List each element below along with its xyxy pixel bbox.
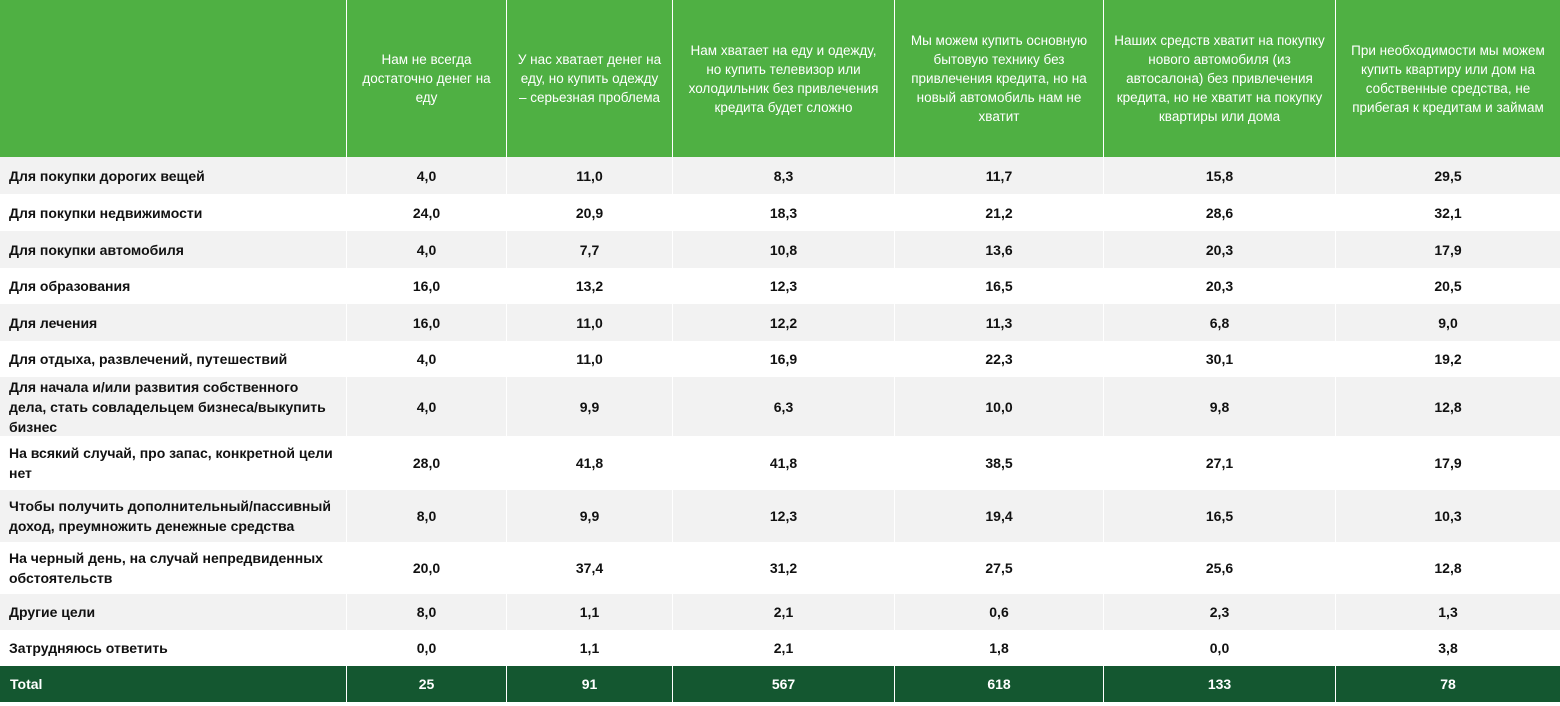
table-cell: 16,9 <box>673 341 895 377</box>
table-cell: 15,8 <box>1104 157 1336 194</box>
row-label: Для покупки автомобиля <box>0 231 347 268</box>
table-cell: 16,0 <box>347 304 507 341</box>
row-label: На черный день, на случай непредвиденных… <box>0 542 347 594</box>
total-cell: 78 <box>1336 666 1560 702</box>
table-cell: 7,7 <box>507 231 673 268</box>
table-cell: 8,0 <box>347 594 507 630</box>
table-cell: 30,1 <box>1104 341 1336 377</box>
table-cell: 10,3 <box>1336 490 1560 542</box>
table-cell: 11,7 <box>895 157 1104 194</box>
table-cell: 1,1 <box>507 630 673 666</box>
table-cell: 10,0 <box>895 377 1104 436</box>
table-cell: 20,3 <box>1104 268 1336 304</box>
table-cell: 9,9 <box>507 377 673 436</box>
table-cell: 16,5 <box>895 268 1104 304</box>
table-cell: 4,0 <box>347 157 507 194</box>
table-cell: 12,8 <box>1336 377 1560 436</box>
table-cell: 22,3 <box>895 341 1104 377</box>
row-label: Для лечения <box>0 304 347 341</box>
row-label: Для покупки недвижимости <box>0 194 347 231</box>
table-cell: 11,0 <box>507 157 673 194</box>
column-header: Мы можем купить основную бытовую технику… <box>895 0 1104 157</box>
table-cell: 18,3 <box>673 194 895 231</box>
table-cell: 9,8 <box>1104 377 1336 436</box>
table-cell: 19,2 <box>1336 341 1560 377</box>
row-label: Для начала и/или развития собственного д… <box>0 377 347 436</box>
table-cell: 0,6 <box>895 594 1104 630</box>
total-cell: 133 <box>1104 666 1336 702</box>
table-cell: 27,5 <box>895 542 1104 594</box>
table-cell: 28,0 <box>347 436 507 490</box>
column-header: Наших средств хватит на покупку нового а… <box>1104 0 1336 157</box>
table-cell: 12,8 <box>1336 542 1560 594</box>
table-cell: 13,2 <box>507 268 673 304</box>
table-cell: 20,3 <box>1104 231 1336 268</box>
table-cell: 8,3 <box>673 157 895 194</box>
row-label: Другие цели <box>0 594 347 630</box>
table-cell: 6,3 <box>673 377 895 436</box>
column-header: Нам хватает на еду и одежду, но купить т… <box>673 0 895 157</box>
table-cell: 12,2 <box>673 304 895 341</box>
column-header: Нам не всегда достаточно денег на еду <box>347 0 507 157</box>
table-cell: 3,8 <box>1336 630 1560 666</box>
table-cell: 11,3 <box>895 304 1104 341</box>
table-cell: 37,4 <box>507 542 673 594</box>
total-cell: 567 <box>673 666 895 702</box>
table-cell: 20,5 <box>1336 268 1560 304</box>
table-cell: 38,5 <box>895 436 1104 490</box>
table-cell: 8,0 <box>347 490 507 542</box>
table-cell: 41,8 <box>507 436 673 490</box>
table-cell: 6,8 <box>1104 304 1336 341</box>
table-cell: 19,4 <box>895 490 1104 542</box>
table-cell: 16,0 <box>347 268 507 304</box>
table-cell: 2,3 <box>1104 594 1336 630</box>
table-cell: 17,9 <box>1336 436 1560 490</box>
table-cell: 21,2 <box>895 194 1104 231</box>
table-cell: 10,8 <box>673 231 895 268</box>
table-cell: 13,6 <box>895 231 1104 268</box>
table-cell: 0,0 <box>347 630 507 666</box>
table-cell: 4,0 <box>347 341 507 377</box>
table-cell: 20,0 <box>347 542 507 594</box>
header-corner-cell <box>0 0 347 157</box>
total-cell: 25 <box>347 666 507 702</box>
table-cell: 2,1 <box>673 594 895 630</box>
table-cell: 12,3 <box>673 268 895 304</box>
table-cell: 17,9 <box>1336 231 1560 268</box>
table-cell: 2,1 <box>673 630 895 666</box>
table-cell: 20,9 <box>507 194 673 231</box>
table-cell: 31,2 <box>673 542 895 594</box>
table-cell: 1,3 <box>1336 594 1560 630</box>
table-cell: 32,1 <box>1336 194 1560 231</box>
total-cell: 618 <box>895 666 1104 702</box>
table-cell: 4,0 <box>347 377 507 436</box>
table-cell: 29,5 <box>1336 157 1560 194</box>
row-label: Для образования <box>0 268 347 304</box>
table-cell: 24,0 <box>347 194 507 231</box>
total-cell: 91 <box>507 666 673 702</box>
table-cell: 4,0 <box>347 231 507 268</box>
column-header: У нас хватает денег на еду, но купить од… <box>507 0 673 157</box>
table-cell: 41,8 <box>673 436 895 490</box>
table-cell: 1,1 <box>507 594 673 630</box>
row-label: Чтобы получить дополнительный/пассивный … <box>0 490 347 542</box>
row-label: Затрудняюсь ответить <box>0 630 347 666</box>
table-cell: 1,8 <box>895 630 1104 666</box>
table-cell: 9,0 <box>1336 304 1560 341</box>
row-label: На всякий случай, про запас, конкретной … <box>0 436 347 490</box>
table-cell: 0,0 <box>1104 630 1336 666</box>
column-header: При необходимости мы можем купить кварти… <box>1336 0 1560 157</box>
table-cell: 11,0 <box>507 341 673 377</box>
table-cell: 12,3 <box>673 490 895 542</box>
table-cell: 25,6 <box>1104 542 1336 594</box>
table-cell: 27,1 <box>1104 436 1336 490</box>
row-label: Для покупки дорогих вещей <box>0 157 347 194</box>
total-label: Total <box>0 666 347 702</box>
row-label: Для отдыха, развлечений, путешествий <box>0 341 347 377</box>
table-cell: 28,6 <box>1104 194 1336 231</box>
table-cell: 9,9 <box>507 490 673 542</box>
table-cell: 16,5 <box>1104 490 1336 542</box>
table-cell: 11,0 <box>507 304 673 341</box>
